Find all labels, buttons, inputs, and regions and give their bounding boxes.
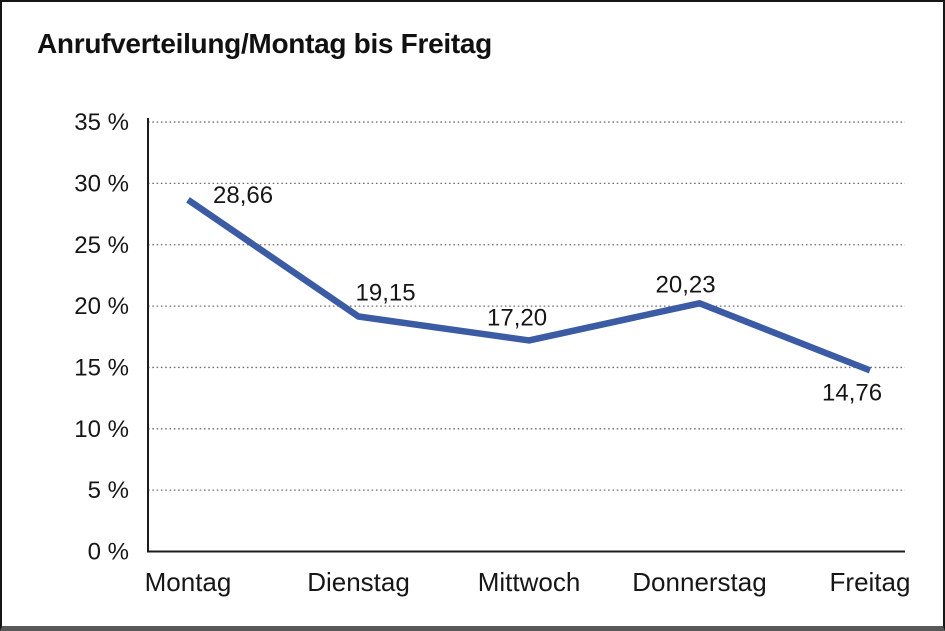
data-point-label: 14,76	[822, 379, 882, 406]
y-axis-tick-label: 15 %	[74, 354, 129, 381]
x-axis-category-label: Freitag	[830, 567, 911, 597]
y-axis-tick-label: 20 %	[74, 293, 129, 320]
y-axis-tick-label: 35 %	[74, 109, 129, 136]
y-axis-tick-label: 25 %	[74, 232, 129, 259]
data-point-label: 19,15	[356, 280, 416, 307]
data-point-label: 28,66	[213, 182, 273, 209]
x-axis-category-label: Donnerstag	[632, 567, 766, 597]
chart-title: Anrufverteilung/Montag bis Freitag	[37, 28, 492, 59]
x-axis-category-label: Dienstag	[307, 567, 410, 597]
data-point-label: 17,20	[487, 304, 547, 331]
y-axis-tick-label: 10 %	[74, 416, 129, 443]
y-axis-tick-label: 30 %	[74, 170, 129, 197]
x-axis-category-label: Mittwoch	[478, 567, 581, 597]
y-axis-tick-label: 0 %	[88, 539, 129, 566]
data-series-line	[186, 197, 872, 374]
data-point-label: 20,23	[656, 271, 716, 298]
x-axis-category-label: Montag	[145, 567, 232, 597]
y-axis-tick-label: 5 %	[88, 477, 129, 504]
